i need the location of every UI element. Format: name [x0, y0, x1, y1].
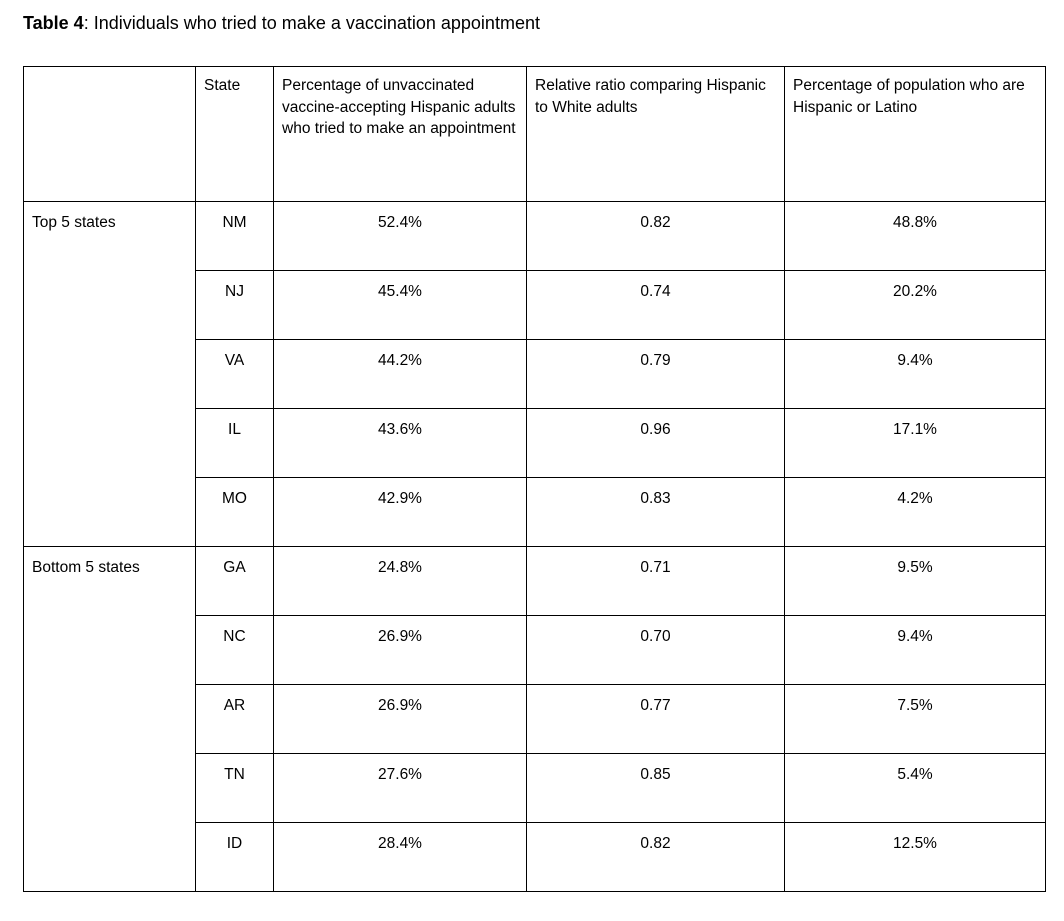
cell-pct-tried: 24.8%: [273, 546, 527, 616]
group-label-top5: Top 5 states: [23, 201, 196, 547]
cell-pct-tried: 26.9%: [273, 684, 527, 754]
cell-pct-population: 48.8%: [784, 201, 1046, 271]
document-page: Table 4: Individuals who tried to make a…: [23, 11, 1064, 892]
cell-pct-population: 12.5%: [784, 822, 1046, 892]
cell-state: ID: [195, 822, 274, 892]
cell-state: VA: [195, 339, 274, 409]
cell-pct-population: 9.4%: [784, 615, 1046, 685]
header-state: State: [195, 66, 274, 202]
cell-pct-tried: 27.6%: [273, 753, 527, 823]
table-row: ID 28.4% 0.82 12.5%: [24, 822, 1046, 892]
table-row: Bottom 5 states GA 24.8% 0.71 9.5%: [23, 546, 1046, 892]
cell-pct-tried: 52.4%: [273, 201, 527, 271]
cell-relative-ratio: 0.82: [526, 201, 785, 271]
table-caption: Table 4: Individuals who tried to make a…: [23, 11, 1064, 35]
cell-relative-ratio: 0.71: [526, 546, 785, 616]
cell-pct-tried: 45.4%: [273, 270, 527, 340]
cell-state: NC: [195, 615, 274, 685]
table-row: TN 27.6% 0.85 5.4%: [24, 753, 1046, 823]
cell-pct-tried: 43.6%: [273, 408, 527, 478]
table-row: Top 5 states NM 52.4% 0.82 48.8%: [23, 201, 1046, 547]
cell-pct-population: 20.2%: [784, 270, 1046, 340]
table-row: AR 26.9% 0.77 7.5%: [24, 684, 1046, 754]
table-header-row: State Percentage of unvaccinated vaccine…: [23, 66, 1046, 202]
cell-state: IL: [195, 408, 274, 478]
table-row: IL 43.6% 0.96 17.1%: [24, 408, 1046, 478]
table-row: NC 26.9% 0.70 9.4%: [24, 615, 1046, 685]
cell-state: NJ: [195, 270, 274, 340]
cell-relative-ratio: 0.70: [526, 615, 785, 685]
cell-pct-tried: 28.4%: [273, 822, 527, 892]
cell-relative-ratio: 0.79: [526, 339, 785, 409]
cell-pct-population: 5.4%: [784, 753, 1046, 823]
cell-pct-tried: 44.2%: [273, 339, 527, 409]
cell-pct-population: 9.5%: [784, 546, 1046, 616]
table-row: MO 42.9% 0.83 4.2%: [24, 477, 1046, 547]
cell-relative-ratio: 0.85: [526, 753, 785, 823]
vaccination-appointment-table: State Percentage of unvaccinated vaccine…: [23, 66, 1046, 892]
cell-relative-ratio: 0.83: [526, 477, 785, 547]
cell-state: MO: [195, 477, 274, 547]
cell-state: GA: [195, 546, 274, 616]
cell-state: NM: [195, 201, 274, 271]
group-label-bottom5: Bottom 5 states: [23, 546, 196, 892]
cell-relative-ratio: 0.96: [526, 408, 785, 478]
cell-pct-population: 4.2%: [784, 477, 1046, 547]
header-pct-tried: Percentage of unvaccinated vaccine-accep…: [273, 66, 527, 202]
table-row: VA 44.2% 0.79 9.4%: [24, 339, 1046, 409]
cell-pct-tried: 26.9%: [273, 615, 527, 685]
table-caption-number: Table 4: [23, 13, 84, 33]
cell-state: AR: [195, 684, 274, 754]
header-pct-population: Percentage of population who are Hispani…: [784, 66, 1046, 202]
header-relative-ratio: Relative ratio comparing Hispanic to Whi…: [526, 66, 785, 202]
header-group: [23, 66, 196, 202]
cell-relative-ratio: 0.74: [526, 270, 785, 340]
cell-relative-ratio: 0.77: [526, 684, 785, 754]
cell-state: TN: [195, 753, 274, 823]
cell-pct-population: 17.1%: [784, 408, 1046, 478]
table-caption-text: : Individuals who tried to make a vaccin…: [83, 13, 540, 33]
cell-relative-ratio: 0.82: [526, 822, 785, 892]
table-row: NJ 45.4% 0.74 20.2%: [24, 270, 1046, 340]
cell-pct-population: 7.5%: [784, 684, 1046, 754]
cell-pct-population: 9.4%: [784, 339, 1046, 409]
cell-pct-tried: 42.9%: [273, 477, 527, 547]
